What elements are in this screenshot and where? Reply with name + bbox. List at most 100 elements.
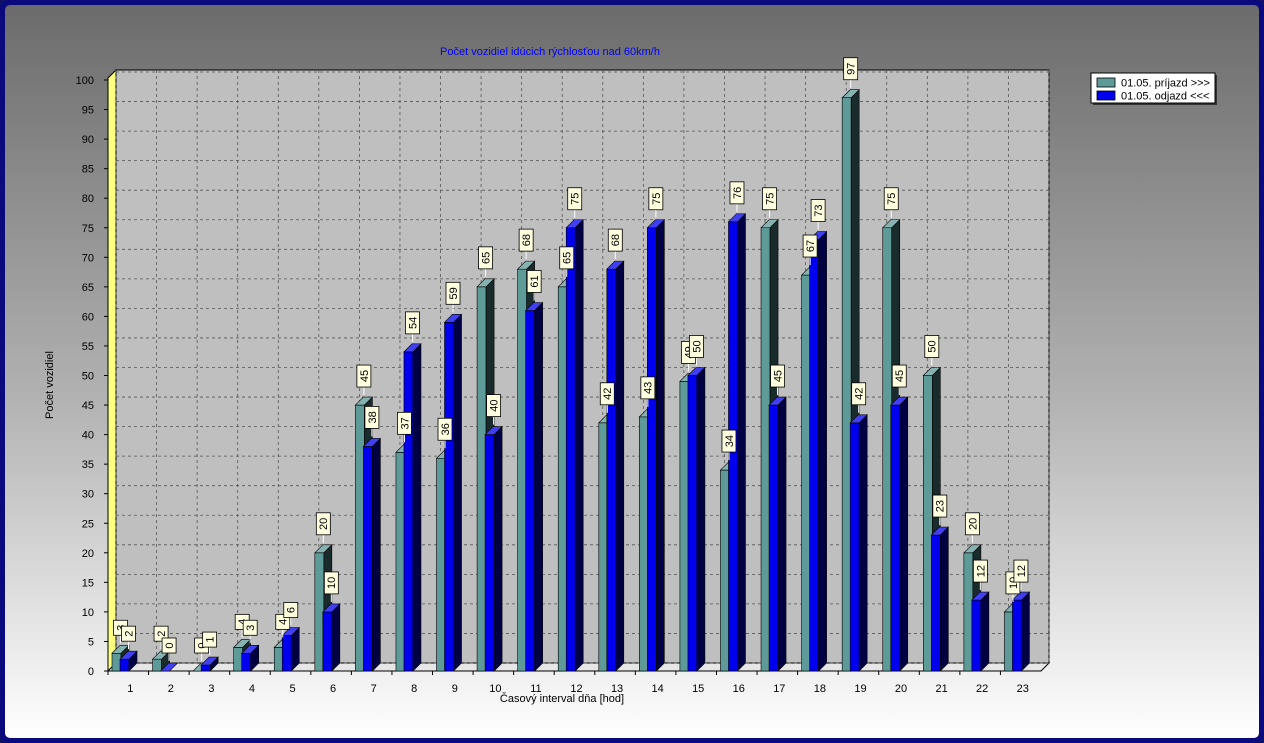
x-tick-label: 10: [489, 683, 501, 695]
data-label: 50: [689, 335, 704, 366]
x-tick-label: 4: [249, 683, 255, 695]
data-label-box: [518, 228, 534, 252]
bar-front: [720, 469, 730, 672]
data-label: 75: [883, 187, 899, 218]
data-label-value: 97: [846, 63, 858, 75]
data-label-value: 2: [123, 631, 135, 637]
y-tick-label: 75: [82, 223, 94, 235]
bar: [322, 603, 341, 672]
data-label-value: 73: [813, 204, 825, 216]
bar-side: [899, 396, 909, 672]
bar-front: [281, 635, 292, 672]
bar-top: [524, 302, 544, 311]
data-label-box: [559, 246, 575, 270]
data-label-box: [567, 187, 583, 211]
bar-top: [1011, 591, 1031, 601]
bar-front: [233, 647, 243, 672]
data-label: 2: [153, 625, 169, 650]
data-label-value: 65: [562, 252, 574, 264]
bar-top: [484, 426, 503, 435]
data-label-box: [202, 631, 218, 648]
data-label: 20: [315, 512, 331, 543]
bar-top: [882, 219, 901, 229]
bar-side: [1021, 591, 1030, 672]
bar-side: [940, 526, 949, 672]
bar-front: [687, 375, 698, 672]
data-label: 59: [445, 281, 461, 313]
y-tick-label: 100: [76, 75, 94, 87]
bar-top: [646, 219, 666, 229]
data-label-box: [648, 187, 664, 211]
y-tick-label: 25: [82, 518, 94, 530]
data-label: 0: [161, 637, 177, 661]
data-label-box: [964, 512, 980, 536]
data-label-box: [770, 364, 785, 388]
side-wall: [107, 68, 117, 673]
data-label-box: [924, 335, 940, 358]
data-label-box: [599, 382, 615, 406]
bar-front: [606, 268, 617, 672]
bar-top: [322, 603, 341, 613]
y-tick-label: 90: [82, 134, 94, 146]
data-label: 45: [356, 364, 372, 396]
bar: [159, 662, 179, 672]
data-label-box: [762, 187, 777, 211]
x-tick-label: 7: [371, 683, 377, 695]
bar-top: [119, 650, 138, 660]
data-label-value: 59: [448, 287, 460, 299]
data-label-value: 20: [967, 518, 979, 530]
y-tick-label: 15: [82, 577, 94, 589]
data-label-value: 1: [205, 637, 217, 643]
data-label-box: [283, 602, 299, 618]
bar: [808, 230, 828, 672]
data-label: 68: [518, 228, 534, 260]
data-label: 42: [599, 382, 615, 413]
data-label-value: 75: [570, 193, 582, 205]
bar-top: [963, 544, 982, 554]
bar-front: [1012, 599, 1022, 672]
y-tick-label: 0: [88, 666, 94, 678]
bar-front: [395, 452, 406, 672]
data-label: 45: [770, 364, 785, 396]
data-label-box: [607, 228, 623, 252]
bar-front: [679, 381, 690, 672]
x-tick-label: 18: [814, 683, 826, 695]
bar-front: [484, 434, 495, 672]
bar-top: [727, 213, 747, 223]
bar: [281, 626, 300, 672]
data-label-box: [810, 199, 826, 222]
data-label-value: 37: [399, 417, 411, 429]
y-tick-label: 80: [82, 193, 94, 205]
data-label-box: [486, 394, 501, 418]
bar-top: [841, 89, 860, 99]
bar-top: [314, 544, 333, 554]
bar: [1011, 591, 1031, 672]
data-label: 43: [640, 376, 656, 407]
data-label-box: [364, 406, 380, 429]
y-tick-label: 65: [82, 282, 94, 294]
data-label-box: [356, 364, 372, 388]
data-label-value: 10: [326, 577, 338, 589]
data-label-value: 3: [245, 625, 257, 631]
x-tick-label: 21: [935, 683, 947, 695]
data-label-value: 12: [975, 565, 987, 577]
bar-top: [159, 662, 179, 672]
bar: [200, 656, 219, 672]
bar-front: [363, 446, 373, 672]
bar-chart: 0510152025303540455055606570758085909510…: [5, 5, 1259, 738]
legend-label: 01.05. odjazd <<<: [1121, 91, 1209, 103]
data-label-box: [843, 57, 859, 81]
data-label-value: 40: [488, 399, 500, 411]
x-tick-label: 16: [733, 683, 745, 695]
data-label-value: 45: [894, 370, 906, 382]
x-tick-label: 2: [168, 683, 174, 695]
bar-top: [971, 591, 990, 601]
data-label-value: 2: [156, 631, 168, 637]
data-label-value: 36: [440, 423, 452, 435]
bar: [646, 219, 666, 672]
data-label: 2: [121, 625, 136, 650]
x-tick-label: 1: [127, 683, 133, 695]
bar-front: [931, 534, 941, 672]
bar-front: [565, 227, 576, 672]
